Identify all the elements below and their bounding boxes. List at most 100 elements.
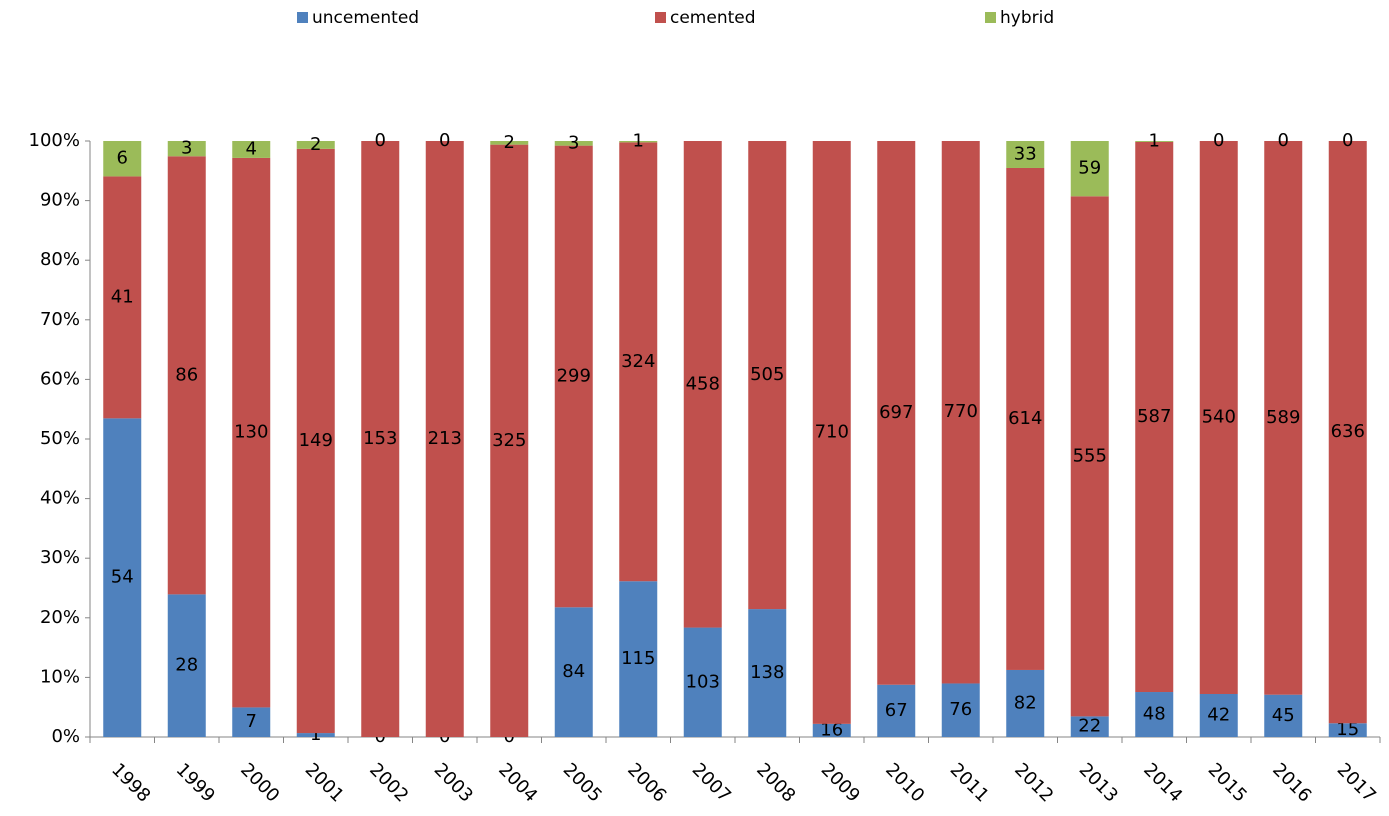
data-label: 76	[949, 699, 972, 720]
y-tick-label: 40%	[40, 488, 80, 509]
x-tick-label: 2001	[301, 759, 348, 806]
x-tick-label: 2008	[752, 759, 799, 806]
bar-segment	[167, 156, 206, 595]
x-tick-label: 2002	[365, 759, 412, 806]
bar-segment	[1006, 669, 1045, 737]
data-label: 770	[944, 401, 978, 422]
x-tick-label: 2016	[1268, 759, 1315, 806]
y-tick-label: 90%	[40, 190, 80, 211]
data-label: 0	[439, 130, 450, 151]
data-label: 6	[117, 148, 128, 169]
data-label: 41	[111, 286, 134, 307]
legend-swatch	[655, 12, 666, 23]
legend-swatch	[985, 12, 996, 23]
data-label: 636	[1331, 421, 1365, 442]
data-label: 299	[557, 365, 591, 386]
data-label: 0	[375, 130, 386, 151]
bar-segment	[361, 141, 400, 737]
x-tick-label: 2014	[1139, 759, 1186, 806]
data-label: 138	[750, 662, 784, 683]
bar-segment	[619, 581, 658, 737]
data-label: 45	[1272, 705, 1295, 726]
bar-segment	[1070, 141, 1109, 197]
x-tick-label: 1998	[107, 759, 154, 806]
bar-segment	[1199, 141, 1238, 694]
x-tick-label: 2009	[817, 759, 864, 806]
bar-segment	[619, 141, 658, 143]
data-label: 48	[1143, 704, 1166, 725]
data-label: 15	[1336, 719, 1359, 740]
bar-segment	[1135, 141, 1174, 693]
bar-segment	[1264, 141, 1303, 695]
data-label: 84	[562, 661, 585, 682]
data-label: 325	[492, 430, 526, 451]
x-tick-label: 2004	[494, 759, 541, 806]
x-tick-label: 2007	[688, 759, 735, 806]
bar-segment	[1199, 693, 1238, 737]
data-label: 0	[1342, 130, 1353, 151]
data-label: 458	[686, 373, 720, 394]
bar-segment	[103, 141, 142, 177]
bar-segment	[296, 141, 335, 149]
x-tick-label: 2010	[881, 759, 928, 806]
x-tick-label: 2003	[430, 759, 477, 806]
bar-segment	[296, 733, 335, 737]
data-label: 3	[181, 138, 192, 159]
data-label: 59	[1078, 158, 1101, 179]
bar-segment	[167, 141, 206, 157]
bar-segment	[1264, 694, 1303, 737]
bar-segment	[877, 684, 916, 737]
bar-segment	[425, 141, 464, 737]
bar-segment	[554, 607, 593, 737]
data-label: 589	[1266, 407, 1300, 428]
y-tick-label: 0%	[51, 726, 80, 747]
data-label: 103	[686, 671, 720, 692]
data-label: 587	[1137, 406, 1171, 427]
y-tick-label: 60%	[40, 368, 80, 389]
data-label: 555	[1073, 445, 1107, 466]
data-label: 130	[234, 422, 268, 443]
data-label: 0	[1278, 130, 1289, 151]
bar-segment	[748, 141, 787, 610]
x-tick-label: 2017	[1333, 759, 1380, 806]
data-label: 2	[504, 132, 515, 153]
bar-segment	[1328, 723, 1367, 737]
bar-segment	[490, 141, 529, 145]
data-label: 16	[820, 719, 843, 740]
bar-segment	[1070, 196, 1109, 717]
x-tick-label: 2013	[1075, 759, 1122, 806]
data-label: 3	[568, 132, 579, 153]
y-tick-label: 20%	[40, 607, 80, 628]
x-tick-label: 2012	[1010, 759, 1057, 806]
bar-segment	[554, 145, 593, 608]
bar-segment	[1135, 141, 1174, 142]
data-label: 153	[363, 428, 397, 449]
y-tick-label: 80%	[40, 249, 80, 270]
data-label: 0	[1213, 130, 1224, 151]
bar-segment	[812, 723, 851, 737]
data-label: 1	[310, 724, 321, 745]
bar-segment	[877, 141, 916, 685]
data-label: 540	[1202, 406, 1236, 427]
y-tick-label: 50%	[40, 428, 80, 449]
data-label: 82	[1014, 692, 1037, 713]
data-label: 7	[246, 711, 257, 732]
bar-segment	[1328, 141, 1367, 724]
data-label: 1	[633, 131, 644, 152]
bar-segment	[748, 609, 787, 737]
bar-segment	[941, 141, 980, 684]
data-label: 33	[1014, 143, 1037, 164]
bar-segment	[232, 141, 271, 158]
bar-segment	[103, 176, 142, 419]
bar-segment	[232, 157, 271, 708]
bar-segment	[812, 141, 851, 724]
x-tick-label: 1999	[172, 759, 219, 806]
bar-segment	[619, 142, 658, 582]
x-tick-label: 2005	[559, 759, 606, 806]
bar-segment	[167, 594, 206, 737]
bar-segment	[683, 627, 722, 737]
data-label: 324	[621, 351, 655, 372]
data-label: 2	[310, 134, 321, 155]
legend-swatch	[297, 12, 308, 23]
